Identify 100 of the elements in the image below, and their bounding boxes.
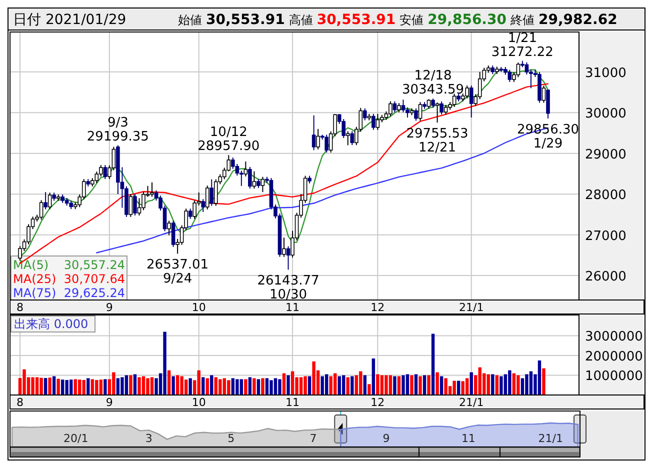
- bar: [512, 373, 516, 395]
- bar: [486, 374, 490, 395]
- bar: [133, 374, 137, 395]
- bar: [380, 375, 384, 395]
- bar: [95, 380, 98, 395]
- candlestick: [94, 171, 99, 184]
- bar: [444, 378, 448, 395]
- chart-subtitle: 始値 30,553.91 高値 30,553.91 安値 29,856.30 終値 29,982.62: [178, 12, 618, 28]
- bar: [86, 378, 90, 395]
- bar: [184, 380, 188, 395]
- bar: [52, 376, 56, 395]
- bar: [78, 380, 82, 395]
- bar: [354, 375, 358, 395]
- text: MA(75) 29,625.24: [13, 286, 125, 300]
- bar: [495, 375, 499, 395]
- bar: [146, 378, 150, 395]
- candlestick: [444, 104, 448, 115]
- x-tick-label: 5: [228, 432, 235, 445]
- candlestick: [376, 113, 380, 130]
- bar: [402, 375, 405, 395]
- candlestick: [240, 170, 244, 186]
- bar: [252, 378, 256, 395]
- bar: [308, 376, 312, 395]
- bar: [74, 379, 77, 395]
- candlestick: [546, 90, 550, 119]
- candlestick: [508, 69, 512, 82]
- chart-title: 日付 2021/01/29: [13, 12, 126, 28]
- x-tick-label: 21/1: [538, 432, 563, 445]
- bar: [299, 377, 303, 395]
- candlestick: [167, 220, 171, 236]
- candlestick: [431, 98, 435, 108]
- annotation: 9/3 29199.35: [86, 115, 149, 144]
- x-tick-label: 8: [16, 396, 24, 409]
- x-tick-label: 10: [192, 301, 206, 314]
- candlestick: [542, 85, 546, 104]
- bar: [278, 379, 282, 395]
- x-tick-label: 9: [106, 301, 113, 314]
- bar: [197, 370, 200, 395]
- candlestick: [452, 93, 456, 108]
- bar: [214, 377, 218, 395]
- annotation: 26537.01 9/24: [146, 258, 209, 287]
- candlestick: [282, 237, 286, 258]
- bar: [163, 332, 166, 395]
- bar: [44, 378, 48, 395]
- bar: [261, 378, 264, 395]
- candlestick: [214, 178, 218, 206]
- candlestick: [414, 108, 418, 122]
- candlestick: [388, 100, 392, 117]
- annotation: 12/18 30343.59: [402, 68, 464, 98]
- bar: [414, 374, 418, 395]
- candlestick: [235, 163, 240, 176]
- bar: [99, 380, 103, 395]
- bar: [188, 378, 192, 395]
- bar: [542, 368, 546, 395]
- annotation: 出来高 0.000: [14, 317, 88, 331]
- bar: [60, 380, 64, 395]
- bar: [167, 370, 171, 395]
- x-tick-label: 9: [106, 396, 113, 409]
- bar: [329, 376, 332, 395]
- candlestick: [137, 198, 142, 216]
- y-tick-label: 27000: [585, 228, 626, 244]
- candlestick: [260, 176, 265, 193]
- bar: [274, 378, 278, 395]
- bar: [397, 376, 401, 395]
- y-tick-label: 26000: [585, 270, 626, 285]
- candlestick: [39, 200, 44, 220]
- y-tick-label: 2000000: [585, 349, 643, 364]
- candlestick: [312, 114, 316, 151]
- bar: [346, 377, 350, 395]
- bar: [491, 374, 494, 395]
- y-tick-label: 1000000: [585, 369, 643, 384]
- x-tick-label: 20/1: [64, 432, 88, 445]
- bar: [478, 367, 482, 395]
- bar: [418, 376, 422, 395]
- bar: [516, 375, 520, 395]
- x-tick-label: 9: [382, 432, 390, 445]
- bar: [388, 375, 392, 395]
- bar: [342, 375, 346, 395]
- bar: [504, 374, 508, 395]
- bar: [384, 375, 388, 395]
- candlestick: [418, 102, 422, 122]
- bar: [363, 375, 367, 395]
- x-tick-label: 7: [310, 432, 317, 445]
- candlestick: [244, 161, 248, 177]
- bar: [231, 378, 235, 395]
- y-tick-label: 29000: [585, 147, 626, 162]
- bar: [538, 360, 542, 395]
- bar: [320, 376, 324, 395]
- bar: [508, 370, 512, 395]
- x-tick-label: 21/1: [459, 301, 484, 314]
- bar: [236, 379, 239, 395]
- x-tick-label: 3: [145, 432, 152, 445]
- x-tick-label: 21/1: [459, 396, 484, 409]
- x-tick-label: 10: [192, 396, 206, 409]
- bar: [256, 379, 260, 395]
- bar: [69, 380, 73, 395]
- candlestick: [440, 100, 444, 115]
- bar: [56, 378, 60, 395]
- candlestick: [465, 85, 469, 99]
- text: MA(5) 30,557.24: [13, 258, 125, 272]
